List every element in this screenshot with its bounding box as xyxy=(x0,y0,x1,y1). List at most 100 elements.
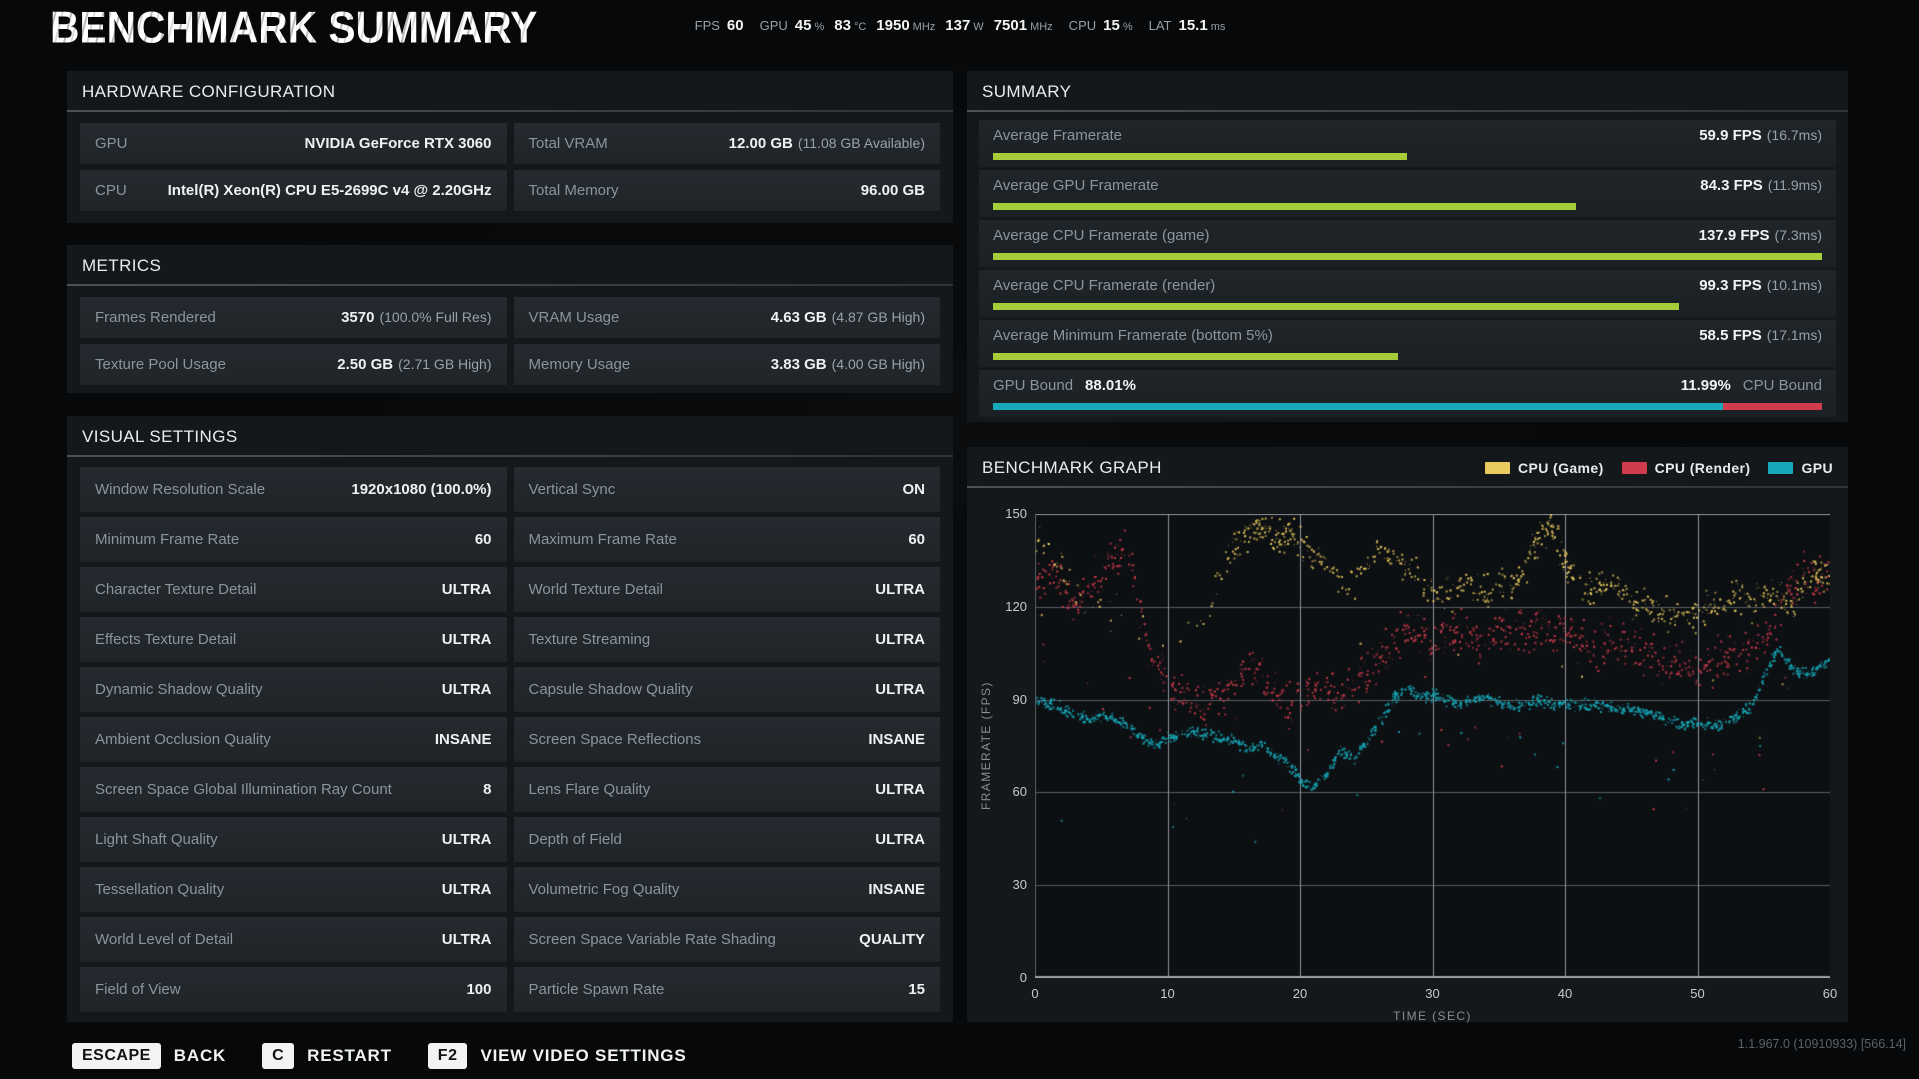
section-title: METRICS xyxy=(82,256,162,275)
section-title: BENCHMARK GRAPH xyxy=(982,458,1162,477)
summary-title: SUMMARY xyxy=(967,71,1848,112)
shortcut-restart[interactable]: C RESTART xyxy=(262,1043,392,1069)
setting-row-label: Capsule Shadow Quality xyxy=(528,681,693,698)
shortcut-label: RESTART xyxy=(307,1046,392,1065)
metric-row-value-sub: (2.71 GB High) xyxy=(398,356,492,372)
hardware-row-value-main: NVIDIA GeForce RTX 3060 xyxy=(304,135,492,152)
stat-unit: MHz xyxy=(1030,21,1053,33)
keycap: C xyxy=(262,1043,295,1069)
summary-row-frametime: (10.1ms) xyxy=(1766,277,1822,293)
setting-row-value-main: ULTRA xyxy=(441,881,492,898)
setting-row-label: Screen Space Variable Rate Shading xyxy=(528,931,776,948)
setting-row: Volumetric Fog Quality INSANE xyxy=(513,867,940,912)
hardware-rows: GPU NVIDIA GeForce RTX 3060 Total VRAM 12.0… xyxy=(67,112,953,222)
shortcut-view-video-settings[interactable]: F2 VIEW VIDEO SETTINGS xyxy=(427,1043,687,1069)
metric-row-value-sub: (4.87 GB High) xyxy=(831,309,925,325)
hardware-row-label: Total VRAM xyxy=(528,135,608,152)
setting-row: Character Texture Detail ULTRA xyxy=(80,567,507,612)
gpu-cpu-bound-row: GPU Bound 88.01% 11.99% CPU Bound xyxy=(979,370,1836,417)
shortcut-back[interactable]: ESCAPE BACK xyxy=(72,1043,226,1069)
setting-row-label: Field of View xyxy=(95,981,181,998)
metric-row-value-sub: (4.00 GB High) xyxy=(831,356,925,372)
setting-row-label: Window Resolution Scale xyxy=(95,481,266,498)
graph-plot-area: FRAMERATE (FPS) TIME (SEC) 0 30 60 90 120 150… xyxy=(967,447,1848,1023)
summary-row-frametime: (11.9ms) xyxy=(1767,177,1822,193)
setting-row-value: ULTRA xyxy=(442,831,492,848)
stat-unit: MHz xyxy=(912,21,936,33)
metric-row: Texture Pool Usage 2.50 GB (2.71 GB High) xyxy=(80,344,507,385)
setting-row-label: Dynamic Shadow Quality xyxy=(95,681,263,698)
hardware-row-label: CPU xyxy=(95,182,127,199)
stat-unit: W xyxy=(973,21,984,33)
framerate-scatter-chart xyxy=(1035,514,1830,978)
metric-row-label: Texture Pool Usage xyxy=(95,356,226,373)
section-title: HARDWARE CONFIGURATION xyxy=(82,82,336,101)
metric-row-value: 4.63 GB (4.87 GB High) xyxy=(771,309,925,326)
setting-row-value: ULTRA xyxy=(875,581,925,598)
metric-row-label: Memory Usage xyxy=(528,356,631,373)
hardware-row: Total Memory 96.00 GB xyxy=(513,170,940,211)
framerate-bar-fill xyxy=(993,353,1398,360)
visual-settings-title: VISUAL SETTINGS xyxy=(67,416,953,457)
setting-row: Ambient Occlusion Quality INSANE xyxy=(80,717,507,762)
x-tick-label: 40 xyxy=(1557,986,1573,1001)
stat-unit: % xyxy=(1122,21,1133,33)
hardware-row-value-main: 96.00 GB xyxy=(860,182,925,199)
summary-row: Average CPU Framerate (game) 137.9 FPS (7.… xyxy=(979,220,1836,267)
stat-unit: ms xyxy=(1210,21,1226,33)
legend-label: CPU (Game) xyxy=(1517,460,1604,476)
legend-label: GPU xyxy=(1801,460,1833,476)
metric-row-value-main: 3570 xyxy=(341,309,375,326)
framerate-bar-fill xyxy=(993,253,1822,260)
setting-row-value: INSANE xyxy=(435,731,492,748)
hardware-row: Total VRAM 12.00 GB (11.08 GB Available) xyxy=(513,123,940,164)
setting-row-label: Light Shaft Quality xyxy=(95,831,218,848)
setting-row-value-main: ULTRA xyxy=(441,631,492,648)
setting-row-value: ULTRA xyxy=(875,781,925,798)
setting-row-label: Minimum Frame Rate xyxy=(95,531,240,548)
keycap: F2 xyxy=(427,1043,468,1069)
keycap: ESCAPE xyxy=(72,1043,161,1069)
x-tick-label: 60 xyxy=(1822,986,1838,1001)
metric-row: Memory Usage 3.83 GB (4.00 GB High) xyxy=(513,344,940,385)
hardware-row-value-sub: (11.08 GB Available) xyxy=(797,135,925,151)
stat-value: 83 xyxy=(834,17,851,34)
summary-row-frametime: (16.7ms) xyxy=(1766,127,1822,143)
stat-label: FPS xyxy=(694,18,720,33)
stat-label: LAT xyxy=(1148,18,1172,33)
summary-row-label: Average Framerate xyxy=(993,127,1122,144)
setting-row: Lens Flare Quality ULTRA xyxy=(513,767,940,812)
summary-row-value: 99.3 FPS xyxy=(1699,277,1762,294)
setting-row-value-main: ON xyxy=(902,481,926,498)
summary-row: Average Minimum Framerate (bottom 5%) 58.… xyxy=(979,320,1836,367)
setting-row-value-main: ULTRA xyxy=(875,781,925,798)
stat-value: 60 xyxy=(726,17,744,34)
setting-row-value-main: 100 xyxy=(466,981,492,998)
metric-row-value-main: 4.63 GB xyxy=(770,309,827,326)
y-axis-title: FRAMERATE (FPS) xyxy=(979,681,993,811)
summary-row-label: Average CPU Framerate (game) xyxy=(993,227,1210,244)
hardware-row: CPU Intel(R) Xeon(R) CPU E5-2699C v4 @ 2.… xyxy=(80,170,507,211)
setting-row-value-main: 1920x1080 (100.0%) xyxy=(351,481,492,498)
setting-row-value: ULTRA xyxy=(442,631,492,648)
visual-settings-panel: VISUAL SETTINGS Window Resolution Scale 1… xyxy=(67,416,953,1022)
x-tick-label: 10 xyxy=(1160,986,1175,1001)
setting-row-value: 15 xyxy=(908,981,925,998)
bound-bar xyxy=(993,403,1822,410)
summary-row-label: Average GPU Framerate xyxy=(993,177,1159,194)
setting-row-label: Vertical Sync xyxy=(528,481,616,498)
setting-row-label: Volumetric Fog Quality xyxy=(528,881,680,898)
x-tick-label: 50 xyxy=(1690,986,1705,1001)
legend-item: CPU (Render) xyxy=(1621,460,1751,476)
setting-row-value-main: ULTRA xyxy=(875,581,925,598)
framerate-bar-fill xyxy=(993,153,1407,160)
stat-unit: % xyxy=(814,21,825,33)
stat-label: CPU xyxy=(1068,18,1097,33)
metric-row-label: Frames Rendered xyxy=(95,309,216,326)
y-tick-label: 60 xyxy=(1012,784,1027,800)
setting-row-value-main: INSANE xyxy=(868,881,925,898)
framerate-bar-fill xyxy=(993,203,1576,210)
summary-row-value: 137.9 FPS xyxy=(1698,227,1770,244)
legend-swatch-cpu-render xyxy=(1621,462,1647,474)
summary-rows: Average Framerate 59.9 FPS (16.7ms) Average… xyxy=(967,112,1848,425)
